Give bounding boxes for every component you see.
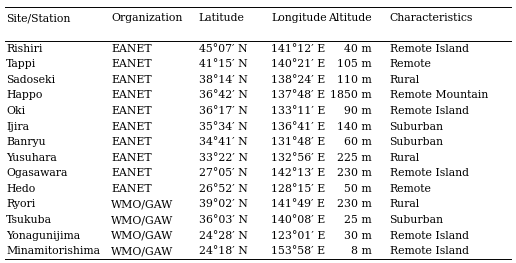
Text: Banryu: Banryu bbox=[6, 137, 46, 147]
Text: EANET: EANET bbox=[111, 59, 152, 69]
Text: WMO/GAW: WMO/GAW bbox=[111, 246, 173, 256]
Text: 1850 m: 1850 m bbox=[330, 90, 372, 100]
Text: 27°05′ N: 27°05′ N bbox=[199, 168, 247, 178]
Text: 110 m: 110 m bbox=[337, 75, 372, 85]
Text: Rural: Rural bbox=[390, 153, 420, 163]
Text: Tappi: Tappi bbox=[6, 59, 37, 69]
Text: 140 m: 140 m bbox=[337, 122, 372, 132]
Text: 24°28′ N: 24°28′ N bbox=[199, 231, 247, 241]
Text: Latitude: Latitude bbox=[199, 13, 245, 23]
Text: 123°01′ E: 123°01′ E bbox=[271, 231, 325, 241]
Text: Ijira: Ijira bbox=[6, 122, 29, 132]
Text: 137°48′ E: 137°48′ E bbox=[271, 90, 325, 100]
Text: Sadoseki: Sadoseki bbox=[6, 75, 55, 85]
Text: Remote Island: Remote Island bbox=[390, 44, 469, 54]
Text: 36°42′ N: 36°42′ N bbox=[199, 90, 247, 100]
Text: 36°17′ N: 36°17′ N bbox=[199, 106, 247, 116]
Text: 35°34′ N: 35°34′ N bbox=[199, 122, 247, 132]
Text: 230 m: 230 m bbox=[337, 199, 372, 210]
Text: Ryori: Ryori bbox=[6, 199, 36, 210]
Text: 141°49′ E: 141°49′ E bbox=[271, 199, 325, 210]
Text: Rural: Rural bbox=[390, 75, 420, 85]
Text: EANET: EANET bbox=[111, 106, 152, 116]
Text: Rishiri: Rishiri bbox=[6, 44, 42, 54]
Text: 41°15′ N: 41°15′ N bbox=[199, 59, 247, 69]
Text: 140°08′ E: 140°08′ E bbox=[271, 215, 325, 225]
Text: 132°56′ E: 132°56′ E bbox=[271, 153, 325, 163]
Text: WMO/GAW: WMO/GAW bbox=[111, 231, 173, 241]
Text: 40 m: 40 m bbox=[344, 44, 372, 54]
Text: Rural: Rural bbox=[390, 199, 420, 210]
Text: 60 m: 60 m bbox=[344, 137, 372, 147]
Text: 38°14′ N: 38°14′ N bbox=[199, 75, 247, 85]
Text: 34°41′ N: 34°41′ N bbox=[199, 137, 247, 147]
Text: WMO/GAW: WMO/GAW bbox=[111, 199, 173, 210]
Text: Characteristics: Characteristics bbox=[390, 13, 473, 23]
Text: Tsukuba: Tsukuba bbox=[6, 215, 52, 225]
Text: Longitude: Longitude bbox=[271, 13, 327, 23]
Text: 136°41′ E: 136°41′ E bbox=[271, 122, 325, 132]
Text: WMO/GAW: WMO/GAW bbox=[111, 215, 173, 225]
Text: EANET: EANET bbox=[111, 122, 152, 132]
Text: 25 m: 25 m bbox=[344, 215, 372, 225]
Text: 133°11′ E: 133°11′ E bbox=[271, 106, 325, 116]
Text: Happo: Happo bbox=[6, 90, 42, 100]
Text: EANET: EANET bbox=[111, 184, 152, 194]
Text: 26°52′ N: 26°52′ N bbox=[199, 184, 247, 194]
Text: Remote Island: Remote Island bbox=[390, 231, 469, 241]
Text: 30 m: 30 m bbox=[344, 231, 372, 241]
Text: 128°15′ E: 128°15′ E bbox=[271, 184, 325, 194]
Text: Minamitorishima: Minamitorishima bbox=[6, 246, 100, 256]
Text: 138°24′ E: 138°24′ E bbox=[271, 75, 325, 85]
Text: 131°48′ E: 131°48′ E bbox=[271, 137, 325, 147]
Text: Suburban: Suburban bbox=[390, 122, 444, 132]
Text: 8 m: 8 m bbox=[351, 246, 372, 256]
Text: 225 m: 225 m bbox=[337, 153, 372, 163]
Text: Remote Mountain: Remote Mountain bbox=[390, 90, 488, 100]
Text: Yusuhara: Yusuhara bbox=[6, 153, 57, 163]
Text: 45°07′ N: 45°07′ N bbox=[199, 44, 247, 54]
Text: 36°03′ N: 36°03′ N bbox=[199, 215, 248, 225]
Text: 39°02′ N: 39°02′ N bbox=[199, 199, 247, 210]
Text: 50 m: 50 m bbox=[344, 184, 372, 194]
Text: EANET: EANET bbox=[111, 90, 152, 100]
Text: Remote Island: Remote Island bbox=[390, 246, 469, 256]
Text: 141°12′ E: 141°12′ E bbox=[271, 44, 325, 54]
Text: Remote Island: Remote Island bbox=[390, 168, 469, 178]
Text: EANET: EANET bbox=[111, 153, 152, 163]
Text: 153°58′ E: 153°58′ E bbox=[271, 246, 325, 256]
Text: EANET: EANET bbox=[111, 75, 152, 85]
Text: 90 m: 90 m bbox=[344, 106, 372, 116]
Text: 230 m: 230 m bbox=[337, 168, 372, 178]
Text: 142°13′ E: 142°13′ E bbox=[271, 168, 325, 178]
Text: EANET: EANET bbox=[111, 44, 152, 54]
Text: Hedo: Hedo bbox=[6, 184, 36, 194]
Text: Organization: Organization bbox=[111, 13, 182, 23]
Text: Suburban: Suburban bbox=[390, 215, 444, 225]
Text: Remote Island: Remote Island bbox=[390, 106, 469, 116]
Text: Site/Station: Site/Station bbox=[6, 13, 71, 23]
Text: Suburban: Suburban bbox=[390, 137, 444, 147]
Text: Ogasawara: Ogasawara bbox=[6, 168, 68, 178]
Text: Remote: Remote bbox=[390, 184, 431, 194]
Text: Altitude: Altitude bbox=[328, 13, 372, 23]
Text: Oki: Oki bbox=[6, 106, 25, 116]
Text: 105 m: 105 m bbox=[337, 59, 372, 69]
Text: 140°21′ E: 140°21′ E bbox=[271, 59, 325, 69]
Text: Remote: Remote bbox=[390, 59, 431, 69]
Text: EANET: EANET bbox=[111, 137, 152, 147]
Text: 33°22′ N: 33°22′ N bbox=[199, 153, 248, 163]
Text: 24°18′ N: 24°18′ N bbox=[199, 246, 247, 256]
Text: EANET: EANET bbox=[111, 168, 152, 178]
Text: Yonagunijima: Yonagunijima bbox=[6, 231, 80, 241]
